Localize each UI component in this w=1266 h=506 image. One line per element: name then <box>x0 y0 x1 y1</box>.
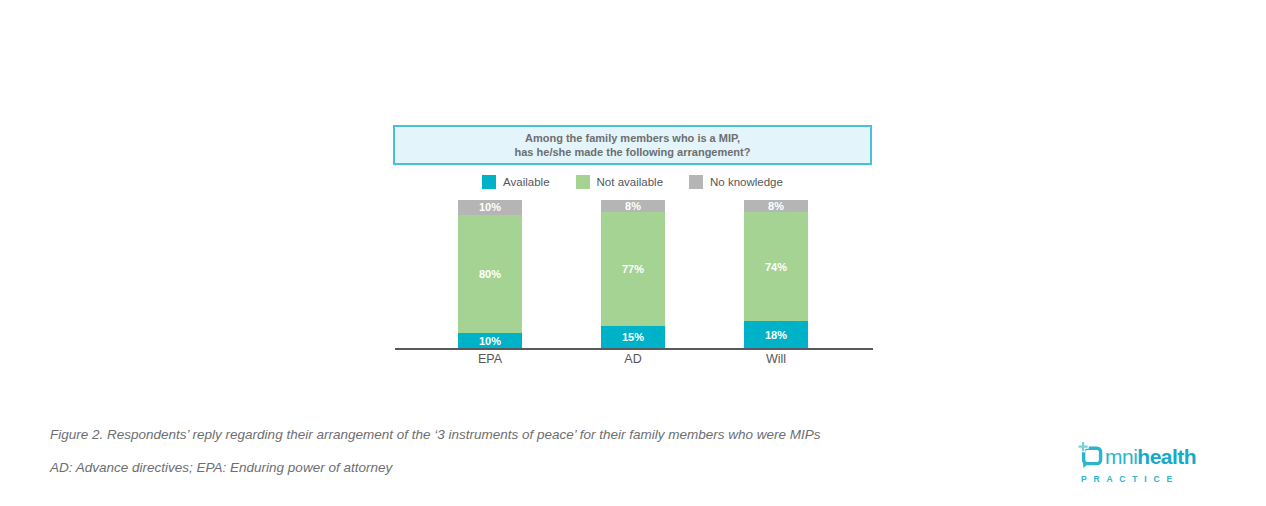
bar-segment: 8% <box>744 200 808 212</box>
bar-value-label: 10% <box>479 201 501 213</box>
bar-value-label: 74% <box>765 261 787 273</box>
bar-segment: 15% <box>601 326 665 348</box>
bar-value-label: 15% <box>622 331 644 343</box>
bar-segment: 74% <box>744 212 808 322</box>
x-axis-line <box>395 348 873 350</box>
bar-value-label: 8% <box>625 200 641 212</box>
bar-segment: 10% <box>458 200 522 215</box>
bar-segment: 18% <box>744 321 808 348</box>
bar-value-label: 8% <box>768 200 784 212</box>
bar-value-label: 10% <box>479 335 501 347</box>
stacked-bar-will: 8% 74% 18% <box>744 200 808 348</box>
figure-caption: Figure 2. Respondents’ reply regarding t… <box>50 427 821 442</box>
stacked-bar-ad: 8% 77% 15% <box>601 200 665 348</box>
omnihealth-logo-mark-icon <box>1078 441 1104 473</box>
bar-segment: 10% <box>458 333 522 348</box>
logo-subtext: PRACTICE <box>1081 474 1218 484</box>
logo-wordmark: mnihealth <box>1105 445 1196 469</box>
abbreviation-note: AD: Advance directives; EPA: Enduring po… <box>50 460 392 475</box>
bar-segment: 80% <box>458 215 522 333</box>
bar-value-label: 18% <box>765 329 787 341</box>
category-label: AD <box>601 352 665 366</box>
bar-value-label: 80% <box>479 268 501 280</box>
bar-segment: 77% <box>601 212 665 326</box>
category-label: Will <box>744 352 808 366</box>
bar-value-label: 77% <box>622 263 644 275</box>
stacked-bar-epa: 10% 80% 10% <box>458 200 522 348</box>
category-label: EPA <box>458 352 522 366</box>
omnihealth-logo: mnihealth PRACTICE <box>1078 441 1218 484</box>
bar-segment: 8% <box>601 200 665 212</box>
